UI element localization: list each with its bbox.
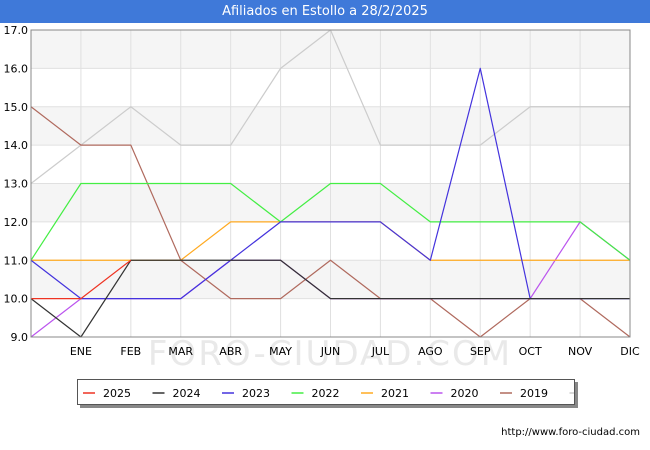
- chart-title: Afiliados en Estollo a 28/2/2025: [0, 0, 650, 23]
- plot-frame: [30, 29, 631, 338]
- x-tick-label: AGO: [418, 345, 443, 358]
- y-tick-label: 15.0: [4, 101, 29, 114]
- y-axis-ticks: 9.0 10.0 11.0 12.0 13.0 14.0 15.0 16.0 17.0: [4, 24, 29, 344]
- y-tick-label: 9.0: [11, 331, 29, 344]
- legend-label-2023: 2023: [242, 387, 270, 400]
- y-tick-label: 12.0: [4, 216, 29, 229]
- x-tick-label: JUN: [320, 345, 341, 358]
- source-url[interactable]: http://www.foro-ciudad.com: [501, 427, 640, 438]
- x-tick-label: ABR: [219, 345, 242, 358]
- y-tick-label: 14.0: [4, 139, 29, 152]
- y-tick-label: 16.0: [4, 62, 29, 75]
- legend-label-2024: 2024: [173, 387, 201, 400]
- legend-label-2020: 2020: [451, 387, 479, 400]
- x-tick-label: SEP: [470, 345, 491, 358]
- legend-label-2019: 2019: [520, 387, 548, 400]
- x-tick-label: DIC: [620, 345, 640, 358]
- legend-label-2025: 2025: [103, 387, 131, 400]
- x-tick-label: NOV: [568, 345, 593, 358]
- y-tick-label: 11.0: [4, 254, 29, 267]
- x-tick-label: MAR: [168, 345, 193, 358]
- x-tick-label: ENE: [70, 345, 92, 358]
- watermark: FORO-CIUDAD.COM: [148, 334, 512, 374]
- x-tick-label: FEB: [120, 345, 141, 358]
- series-line-2025: [31, 259, 132, 300]
- y-tick-label: 13.0: [4, 178, 29, 191]
- legend-items: 20252024202320222021202020192018: [83, 387, 618, 400]
- x-tick-label: OCT: [519, 345, 542, 358]
- series-lines: [30, 29, 631, 338]
- series-line-2022: [30, 182, 631, 261]
- legend-label-2022: 2022: [312, 387, 340, 400]
- legend: 20252024202320222021202020192018: [77, 379, 618, 405]
- x-axis-ticks: ENE FEB MAR ABR MAY JUN JUL AGO SEP OCT NOV DIC: [70, 345, 640, 358]
- legend-label-2021: 2021: [381, 387, 409, 400]
- y-tick-label: 10.0: [4, 293, 29, 306]
- x-tick-label: JUL: [371, 345, 390, 358]
- y-tick-label: 17.0: [4, 24, 29, 37]
- x-tick-label: MAY: [269, 345, 292, 358]
